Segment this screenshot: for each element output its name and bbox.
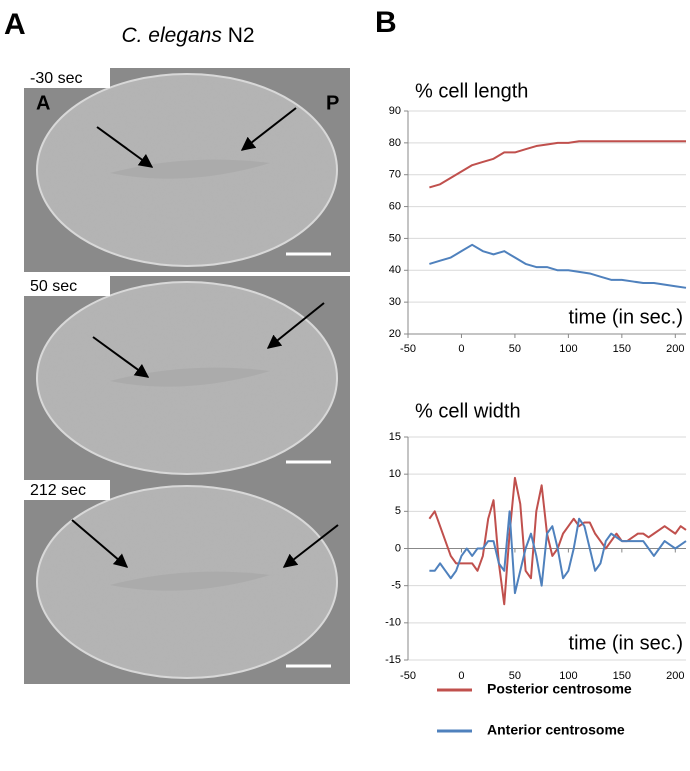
y-tick-label: 15 [389, 431, 401, 443]
pole-label: P [326, 92, 339, 114]
spindle [110, 571, 270, 591]
x-tick-label: 0 [458, 343, 464, 355]
x-tick-label: 100 [559, 670, 577, 682]
micrographs: -30 sec A P 50 sec 212 sec [24, 68, 350, 684]
series-line [429, 510, 687, 595]
y-tick-label: -5 [391, 580, 401, 592]
arrow [240, 107, 297, 151]
x-tick-label: 150 [613, 343, 631, 355]
y-tick-label: 10 [389, 468, 401, 480]
x-tick-label: -50 [400, 670, 416, 682]
arrow [282, 524, 339, 568]
time-box [24, 480, 110, 500]
x-tick-label: 200 [666, 343, 684, 355]
legend-label: Posterior centrosome [487, 681, 632, 697]
y-tick-label: 5 [395, 505, 401, 517]
time-label: -30 sec [30, 70, 82, 87]
y-tick-label: 80 [389, 137, 401, 149]
arrow [71, 519, 129, 568]
y-tick-label: -10 [385, 617, 401, 629]
y-tick-label: 90 [389, 105, 401, 117]
x-tick-label: -50 [400, 343, 416, 355]
spindle [110, 367, 270, 387]
panel-label: B [375, 6, 397, 39]
time-label: 50 sec [30, 278, 77, 295]
x-tick-label: 150 [613, 670, 631, 682]
y-tick-label: 50 [389, 232, 401, 244]
x-tick-label: 50 [509, 343, 521, 355]
time-box [24, 68, 110, 88]
series-line [429, 243, 687, 289]
x-tick-label: 50 [509, 670, 521, 682]
panel-label: A [4, 8, 26, 41]
x-tick-label: 200 [666, 670, 684, 682]
y-tick-label: 70 [389, 169, 401, 181]
pole-label: A [36, 92, 50, 114]
series-line [429, 140, 686, 189]
y-tick-label: -15 [385, 654, 401, 666]
time-label: 212 sec [30, 482, 86, 499]
y-tick-label: 20 [389, 328, 401, 340]
x-tick-label: 100 [559, 343, 577, 355]
y-tick-label: 60 [389, 200, 401, 212]
y-tick-label: 40 [389, 264, 401, 276]
x-axis-label: time (in sec.) [569, 632, 683, 654]
arrow [92, 336, 150, 378]
y-tick-label: 30 [389, 296, 401, 308]
y-tick-label: 0 [395, 542, 401, 554]
time-box [24, 276, 110, 296]
x-tick-label: 0 [458, 670, 464, 682]
species: C. elegans [121, 24, 222, 47]
arrow [266, 302, 325, 349]
strain: N2 [228, 24, 255, 47]
chart-title: % cell length [415, 80, 528, 102]
arrow [96, 126, 154, 168]
x-axis-label: time (in sec.) [569, 306, 683, 328]
legend-label: Anterior centrosome [487, 722, 625, 738]
spindle [110, 159, 270, 179]
panel-title: C. elegans N2 [121, 24, 254, 47]
chart-title: % cell width [415, 400, 521, 422]
